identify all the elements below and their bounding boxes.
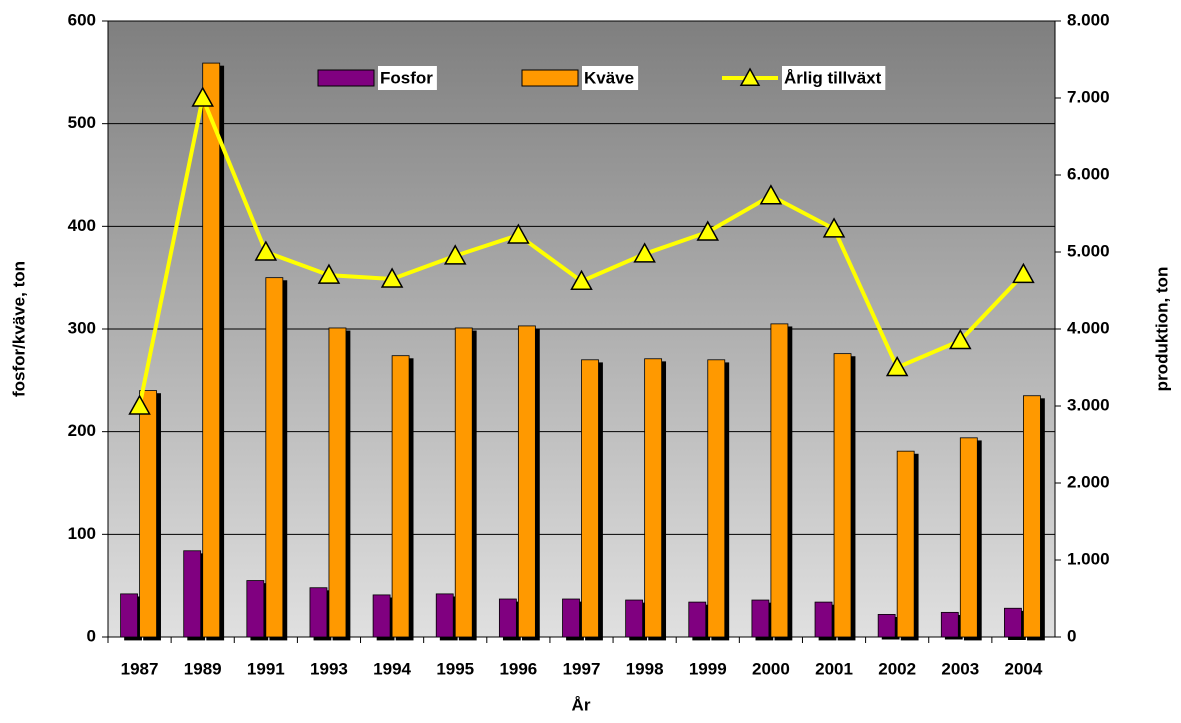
y2-axis-title: produktion, ton bbox=[1152, 267, 1171, 392]
line-marker bbox=[317, 263, 341, 284]
line-marker bbox=[507, 223, 530, 244]
line-marker bbox=[380, 267, 404, 288]
line-marker bbox=[759, 184, 783, 205]
x-tick-label: 2003 bbox=[941, 659, 979, 678]
legend-marker bbox=[739, 67, 761, 86]
x-tick-label: 1987 bbox=[121, 659, 159, 678]
y2-tick-label: 0 bbox=[1067, 626, 1076, 645]
line-marker bbox=[191, 86, 214, 107]
bar bbox=[877, 614, 896, 638]
line-marker bbox=[1012, 262, 1035, 284]
y2-tick-label: 5.000 bbox=[1067, 241, 1110, 260]
line-marker bbox=[254, 240, 278, 261]
x-tick-label: 2001 bbox=[815, 659, 853, 678]
y-tick-label: 500 bbox=[68, 113, 96, 132]
x-tick-label: 1993 bbox=[310, 659, 348, 678]
bar bbox=[391, 355, 410, 638]
bar bbox=[309, 587, 328, 638]
bar bbox=[814, 601, 833, 638]
x-tick-label: 2004 bbox=[1005, 659, 1043, 678]
bar bbox=[246, 580, 265, 638]
x-tick-label: 2002 bbox=[878, 659, 916, 678]
bar bbox=[435, 593, 454, 638]
line-marker bbox=[822, 217, 846, 238]
x-tick-label: 2000 bbox=[752, 659, 790, 678]
line-marker bbox=[949, 329, 972, 350]
line-marker bbox=[443, 244, 467, 265]
y2-tick-label: 2.000 bbox=[1067, 472, 1110, 491]
bar bbox=[1004, 607, 1022, 638]
x-tick-label: 1997 bbox=[563, 659, 601, 678]
legend-swatch bbox=[317, 69, 375, 87]
bar bbox=[751, 599, 770, 638]
x-tick-label: 1995 bbox=[436, 659, 474, 678]
y-tick-label: 300 bbox=[68, 318, 96, 337]
x-tick-label: 1999 bbox=[689, 659, 727, 678]
bar bbox=[183, 550, 202, 638]
line-marker bbox=[570, 269, 593, 291]
bar bbox=[833, 353, 852, 638]
bar bbox=[265, 277, 284, 638]
bar bbox=[328, 327, 347, 638]
legend-label-bg bbox=[782, 66, 886, 90]
bar bbox=[688, 601, 707, 638]
x-tick-label: 1989 bbox=[184, 659, 222, 678]
y-tick-label: 200 bbox=[68, 421, 96, 440]
line-marker bbox=[633, 242, 656, 263]
bar bbox=[896, 450, 915, 638]
bar bbox=[517, 325, 536, 638]
y2-tick-label: 3.000 bbox=[1067, 395, 1110, 414]
legend-swatch bbox=[521, 69, 579, 87]
line-marker bbox=[696, 220, 720, 241]
legend-label-bg bbox=[378, 66, 437, 90]
legend-label-bg bbox=[582, 66, 639, 90]
x-tick-label: 1994 bbox=[373, 659, 411, 678]
bar bbox=[940, 611, 959, 638]
y-tick-label: 400 bbox=[68, 216, 96, 235]
y-tick-label: 600 bbox=[68, 10, 96, 29]
bar bbox=[202, 62, 221, 638]
y2-tick-label: 7.000 bbox=[1067, 87, 1110, 106]
bar bbox=[498, 598, 517, 638]
line-marker bbox=[128, 394, 151, 415]
bar bbox=[1023, 395, 1041, 638]
bar bbox=[120, 593, 138, 638]
y-tick-label: 0 bbox=[87, 626, 96, 645]
x-tick-label: 1991 bbox=[247, 659, 285, 678]
y-tick-label: 100 bbox=[68, 524, 96, 543]
x-tick-label: 1996 bbox=[499, 659, 537, 678]
legend-label: Årlig tillväxt bbox=[784, 68, 882, 87]
bar bbox=[581, 359, 599, 638]
bar bbox=[770, 323, 789, 638]
y-axis-title: fosfor/kväve, ton bbox=[9, 261, 28, 397]
legend-label: Kväve bbox=[584, 68, 634, 87]
bar bbox=[139, 390, 157, 638]
bar bbox=[625, 599, 644, 638]
y2-tick-label: 1.000 bbox=[1067, 549, 1110, 568]
x-axis-title: År bbox=[572, 695, 591, 714]
y2-tick-label: 6.000 bbox=[1067, 164, 1110, 183]
y2-tick-label: 8.000 bbox=[1067, 10, 1110, 29]
y2-tick-label: 4.000 bbox=[1067, 318, 1110, 337]
bar bbox=[644, 358, 663, 638]
legend-label: Fosfor bbox=[380, 68, 433, 87]
bar bbox=[707, 359, 726, 638]
bar bbox=[372, 594, 391, 638]
line-marker bbox=[885, 355, 909, 377]
x-tick-label: 1998 bbox=[626, 659, 664, 678]
bar bbox=[562, 598, 580, 638]
bar bbox=[454, 327, 473, 638]
bar bbox=[959, 437, 978, 638]
